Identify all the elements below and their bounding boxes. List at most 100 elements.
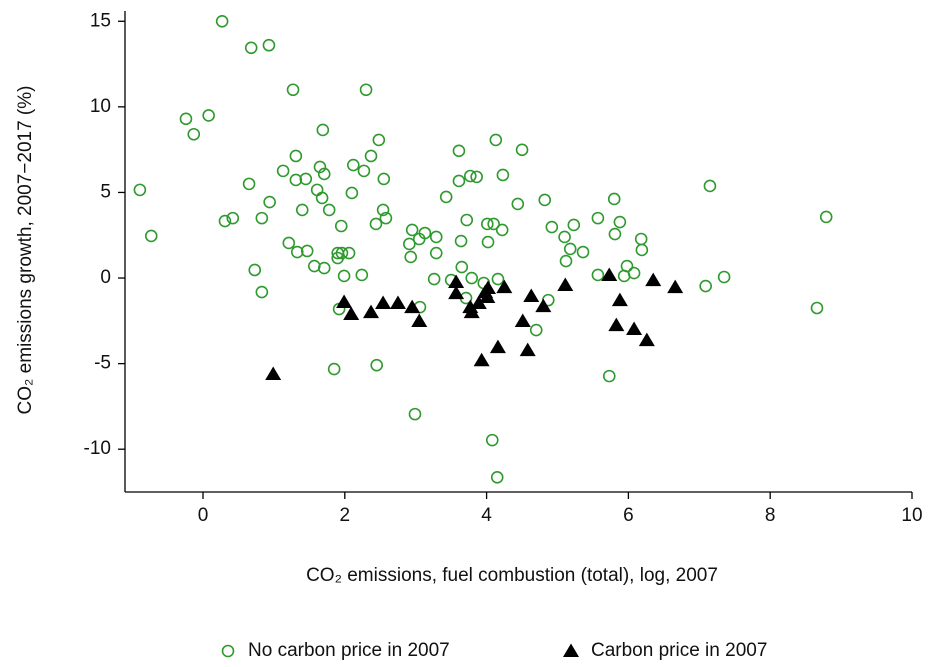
circle-marker	[699, 279, 712, 293]
circle-marker	[405, 223, 419, 237]
triangle-marker	[626, 321, 643, 336]
x-tick-label: 2	[340, 505, 351, 526]
circle-marker	[327, 362, 341, 376]
circle-marker	[485, 433, 499, 447]
circle-marker	[369, 217, 383, 231]
y-tick-label: 10	[90, 96, 111, 117]
triangle-marker	[265, 366, 282, 381]
y-axis-title: CO₂ emissions growth, 2007−2017 (%)	[15, 86, 36, 415]
triangle-marker	[611, 292, 628, 307]
circle-marker	[620, 259, 634, 273]
circle-marker	[576, 245, 590, 259]
circle-marker	[404, 250, 418, 264]
y-tick-label: 15	[90, 10, 111, 31]
circle-marker	[372, 133, 386, 147]
circle-marker	[559, 254, 573, 268]
circle-marker	[179, 112, 193, 126]
circle-marker	[460, 213, 474, 227]
circle-marker	[316, 123, 330, 137]
circle-marker	[429, 230, 443, 244]
triangle-marker	[608, 317, 625, 332]
circle-marker	[418, 226, 432, 240]
circle-marker	[439, 190, 453, 204]
x-tick-label: 0	[198, 505, 209, 526]
circle-marker	[490, 470, 504, 484]
circle-marker	[355, 268, 369, 282]
circle-marker	[511, 197, 525, 211]
circle-marker	[322, 203, 336, 217]
triangle-marker	[557, 277, 574, 292]
circle-marker	[408, 407, 422, 421]
circle-marker	[290, 245, 304, 259]
circle-marker	[452, 174, 466, 188]
circle-marker	[364, 149, 378, 163]
circle-marker	[608, 227, 622, 241]
triangle-marker	[336, 294, 353, 308]
triangle-marker	[470, 295, 487, 310]
circle-marker	[276, 164, 290, 178]
triangle-marker	[448, 285, 465, 300]
circle-marker	[263, 195, 276, 209]
circle-marker	[703, 179, 717, 193]
x-tick-label: 6	[623, 505, 634, 526]
triangle-marker	[404, 299, 421, 314]
circle-marker	[634, 232, 648, 246]
circle-marker	[317, 261, 331, 275]
circle-marker	[481, 235, 495, 249]
legend-marker	[221, 644, 235, 658]
triangle-marker	[489, 339, 506, 354]
circle-marker	[563, 242, 577, 256]
circle-marker	[455, 260, 469, 274]
circle-marker	[215, 14, 229, 28]
circle-marker	[255, 211, 269, 225]
triangle-marker	[473, 352, 490, 367]
triangle-marker	[638, 332, 655, 347]
circle-marker	[337, 269, 351, 283]
circle-marker	[515, 143, 529, 157]
y-tick-label: 0	[100, 267, 111, 288]
circle-marker	[591, 268, 605, 282]
circle-marker	[487, 217, 500, 231]
triangle-marker	[463, 304, 480, 319]
circle-marker	[567, 218, 581, 232]
circle-marker	[481, 217, 494, 231]
circle-marker	[591, 211, 605, 225]
x-tick-label: 10	[901, 505, 922, 526]
circle-marker	[495, 223, 509, 237]
circle-marker	[308, 259, 321, 273]
triangle-marker	[343, 306, 360, 320]
circle-marker	[558, 230, 571, 244]
circle-marker	[463, 169, 477, 183]
circle-marker	[429, 246, 443, 260]
circle-marker	[465, 271, 479, 285]
triangle-marker	[389, 295, 406, 310]
circle-marker	[345, 186, 359, 200]
x-tick-label: 8	[765, 505, 776, 526]
circle-marker	[310, 183, 324, 197]
triangle-marker	[645, 272, 662, 287]
circle-marker	[538, 193, 552, 207]
triangle-marker	[601, 267, 618, 281]
circle-marker	[635, 243, 649, 257]
circle-marker	[359, 83, 373, 97]
circle-marker	[144, 229, 158, 243]
circle-marker	[717, 270, 731, 284]
triangle-marker	[363, 304, 380, 319]
circle-marker	[452, 144, 466, 158]
circle-marker	[202, 109, 215, 122]
circle-marker	[370, 358, 383, 372]
y-tick-label: -5	[94, 353, 111, 374]
circle-marker	[226, 211, 240, 225]
circle-marker	[242, 177, 256, 191]
circle-marker	[347, 158, 360, 172]
triangle-marker	[667, 279, 684, 294]
circle-marker	[262, 38, 276, 52]
circle-marker	[335, 246, 349, 260]
circle-marker	[377, 172, 391, 186]
legend-label: No carbon price in 2007	[248, 640, 450, 661]
circle-marker	[248, 263, 262, 277]
circle-marker	[334, 219, 348, 233]
circle-marker	[454, 234, 468, 248]
x-tick-label: 4	[481, 505, 492, 526]
